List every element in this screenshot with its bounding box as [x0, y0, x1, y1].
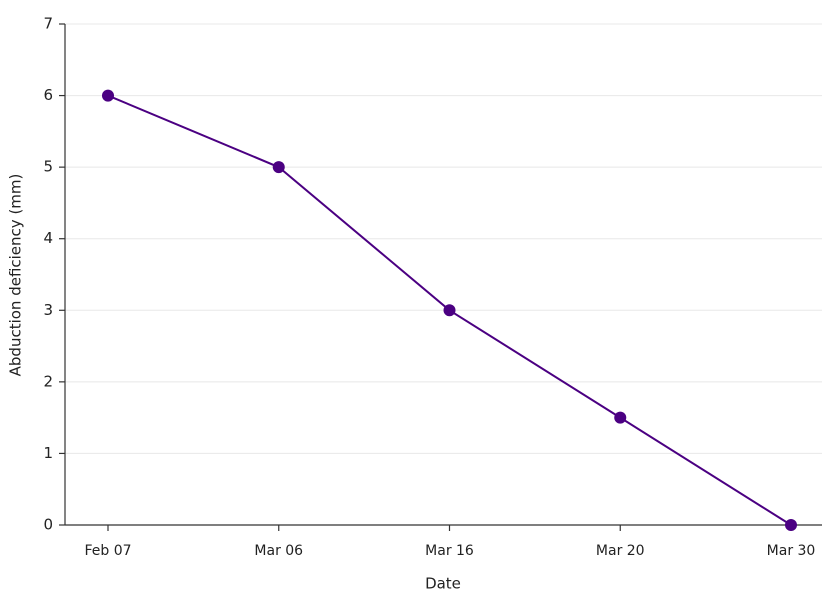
data-point	[785, 519, 797, 531]
data-point	[272, 161, 285, 174]
data-point	[443, 304, 456, 317]
y-axis-label: Abduction deficiency (mm)	[7, 174, 25, 377]
x-tick-label: Mar 20	[596, 543, 645, 559]
x-tick-label: Mar 06	[254, 543, 303, 559]
y-tick-label: 5	[43, 158, 53, 176]
y-tick-label: 1	[43, 444, 53, 462]
y-tick-label: 3	[43, 301, 53, 319]
y-tick-label: 6	[43, 86, 53, 104]
y-tick-label: 7	[43, 15, 53, 33]
y-tick-label: 4	[43, 229, 53, 247]
y-tick-label: 2	[43, 372, 53, 390]
data-point	[614, 411, 627, 424]
y-tick-label: 0	[43, 516, 53, 534]
x-tick-label: Mar 16	[425, 543, 474, 559]
data-point	[102, 89, 114, 102]
x-axis-label: Date	[425, 575, 461, 593]
x-tick-label: Feb 07	[84, 543, 131, 559]
x-tick-label: Mar 30	[767, 543, 816, 559]
